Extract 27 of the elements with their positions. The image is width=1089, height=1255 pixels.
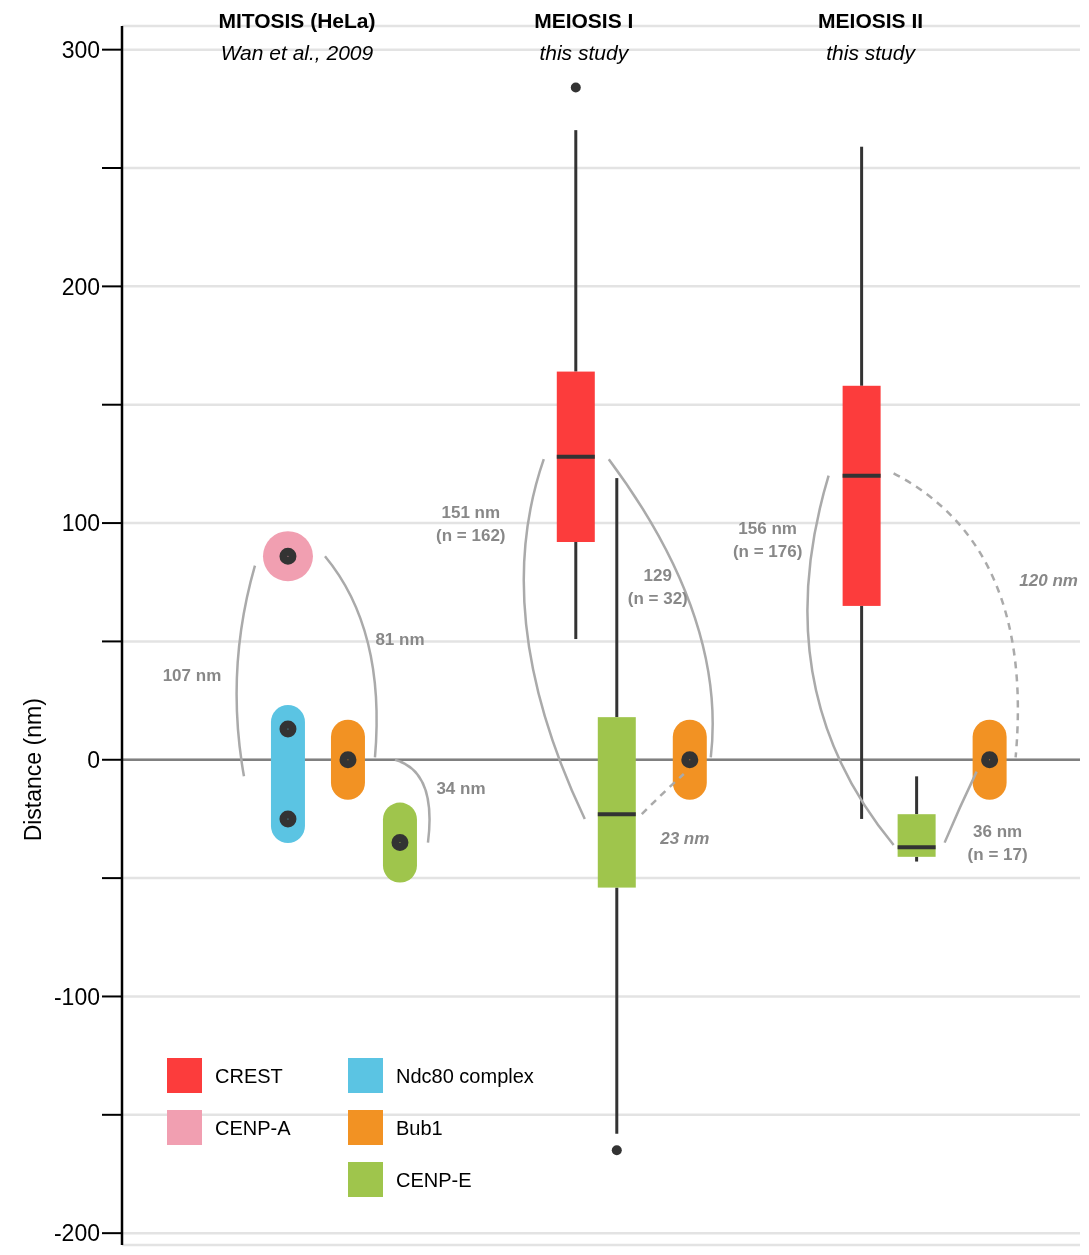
annotation: 23 nm — [659, 828, 710, 848]
annotation: this study — [826, 40, 917, 64]
y-tick-label: 200 — [61, 273, 100, 300]
legend-label: Ndc80 complex — [396, 1065, 534, 1087]
annotation: 156 nm (n = 176) — [732, 518, 803, 561]
annotation: 81 nm — [375, 629, 425, 649]
legend-label: CENP-A — [215, 1117, 292, 1139]
y-tick-label: 300 — [61, 36, 100, 63]
annotation: this study — [539, 40, 630, 64]
annotation: 120 nm — [1019, 570, 1078, 590]
annotation: 129 (n = 32) — [627, 565, 688, 608]
annotation: 36 nm (n = 17) — [967, 821, 1028, 864]
x-tick-label: MEIOSIS I — [534, 8, 634, 32]
y-axis-title: Distance (nm) — [20, 698, 46, 842]
annotation: Wan et al., 2009 — [220, 40, 374, 64]
y-tick-label: 0 — [87, 746, 100, 773]
y-tick-label: 100 — [61, 510, 100, 537]
legend-label: CREST — [215, 1065, 283, 1087]
annotation: 151 nm (n = 162) — [436, 502, 506, 545]
annotation: 34 nm — [436, 778, 486, 798]
x-tick-label: MITOSIS (HeLa) — [218, 8, 376, 32]
legend-label: CENP-E — [396, 1169, 472, 1191]
annotation: 107 nm — [162, 665, 222, 685]
legend-label: Bub1 — [396, 1117, 443, 1139]
y-tick-label: -200 — [53, 1220, 100, 1247]
y-tick-label: -100 — [53, 983, 100, 1010]
x-tick-label: MEIOSIS II — [818, 8, 924, 32]
